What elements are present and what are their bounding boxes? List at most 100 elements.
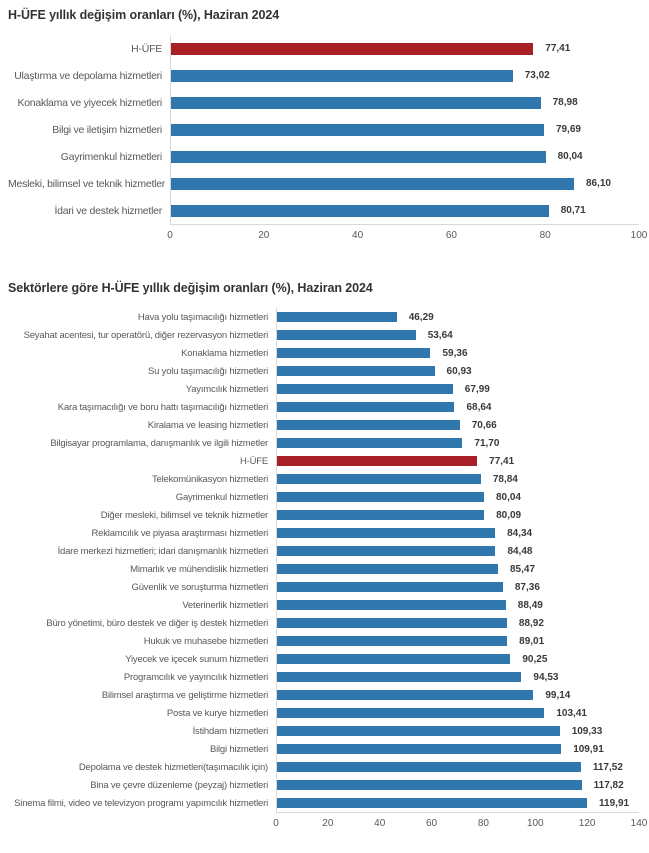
bar-row: Bilgi hizmetleri 109,91 <box>8 740 639 758</box>
value-label: 59,36 <box>442 347 468 359</box>
bar-track: 77,41 <box>276 452 639 470</box>
bar-row: Kiralama ve leasing hizmetleri 70,66 <box>8 416 639 434</box>
x-axis: 0 20 40 60 80 100 <box>167 224 647 247</box>
bar-track: 80,04 <box>276 488 639 506</box>
bar-track: 78,98 <box>170 89 639 116</box>
value-label: 70,66 <box>471 419 497 431</box>
bar-row: Sinema filmi, video ve televizyon progra… <box>8 794 639 812</box>
bar-highlight <box>277 456 478 466</box>
bar-track: 80,71 <box>170 197 639 224</box>
bar-highlight <box>171 42 534 55</box>
value-label: 46,29 <box>408 311 434 323</box>
category-label: Posta ve kurye hizmetleri <box>166 707 268 719</box>
bar <box>171 96 541 109</box>
value-label: 117,82 <box>593 779 624 791</box>
value-label: 80,04 <box>495 491 521 503</box>
value-label: 80,09 <box>496 509 522 521</box>
axis-tick-label: 20 <box>258 230 270 241</box>
bar-row: Ulaştırma ve depolama hizmetleri 73,02 <box>8 62 639 89</box>
category-label: Veterinerlik hizmetleri <box>182 599 268 611</box>
value-label: 53,64 <box>427 329 453 341</box>
category-label: Gayrimenkul hizmetleri <box>175 491 268 503</box>
value-label: 86,10 <box>585 178 611 189</box>
bar-track: 88,92 <box>276 614 639 632</box>
bar-track: 99,14 <box>276 686 639 704</box>
bar <box>277 510 485 520</box>
bar-row: İdari ve destek hizmetler 80,71 <box>8 197 639 224</box>
bar <box>277 708 545 718</box>
category-label: Mimarlık ve mühendislik hizmetleri <box>130 563 268 575</box>
bar-track: 71,70 <box>276 434 639 452</box>
bar-track: 85,47 <box>276 560 639 578</box>
bar-track: 46,29 <box>276 308 639 326</box>
category-label: Konaklama hizmetleri <box>181 347 268 359</box>
value-label: 85,47 <box>510 563 536 575</box>
bar-row: İstihdam hizmetleri 109,33 <box>8 722 639 740</box>
bar <box>171 150 546 163</box>
category-label: İstihdam hizmetleri <box>192 725 269 737</box>
bar <box>277 528 496 538</box>
value-label: 90,25 <box>522 653 548 665</box>
bar <box>277 600 506 610</box>
category-label: Programcılık ve yayıncılık hizmetleri <box>123 671 268 683</box>
bar-row: Bilimsel araştırma ve geliştirme hizmetl… <box>8 686 639 704</box>
value-label: 77,41 <box>489 455 515 467</box>
value-label: 67,99 <box>464 383 490 395</box>
bar-row: Depolama ve destek hizmetleri(taşımacılı… <box>8 758 639 776</box>
bar-row: İdare merkezi hizmetleri; idari danışman… <box>8 542 639 560</box>
value-label: 68,64 <box>466 401 492 413</box>
bar-row: Bina ve çevre düzenleme (peyzaj) hizmetl… <box>8 776 639 794</box>
bar <box>277 312 397 322</box>
bar-row: Büro yönetimi, büro destek ve diğer iş d… <box>8 614 639 632</box>
bar-track: 67,99 <box>276 380 639 398</box>
bar <box>277 762 581 772</box>
axis-tick-label: 40 <box>374 818 386 829</box>
category-label: Kara taşımacılığı ve boru hattı taşımacı… <box>57 401 268 413</box>
chart-hufe-sectors: Sektörlere göre H-ÜFE yıllık değişim ora… <box>0 273 649 835</box>
bar <box>277 654 511 664</box>
category-label: Bilgi hizmetleri <box>209 743 268 755</box>
bar-track: 119,91 <box>276 794 639 812</box>
bar-track: 86,10 <box>170 170 639 197</box>
category-label: Güvenlik ve soruşturma hizmetleri <box>131 581 269 593</box>
category-label: Bina ve çevre düzenleme (peyzaj) hizmetl… <box>90 779 268 791</box>
axis-tick-label: 60 <box>445 230 457 241</box>
bar-track: 109,91 <box>276 740 639 758</box>
bar <box>277 402 455 412</box>
bar-row: Programcılık ve yayıncılık hizmetleri 94,… <box>8 668 639 686</box>
bar-row: Kara taşımacılığı ve boru hattı taşımacı… <box>8 398 639 416</box>
bar <box>277 384 453 394</box>
value-label: 77,41 <box>545 43 571 54</box>
category-label: Yiyecek ve içecek sunum hizmetleri <box>125 653 268 665</box>
category-label: Hava yolu taşımacılığı hizmetleri <box>137 311 268 323</box>
bar-track: 89,01 <box>276 632 639 650</box>
bar <box>277 474 481 484</box>
bar <box>277 780 582 790</box>
axis-tick-label: 100 <box>526 818 544 829</box>
value-label: 109,33 <box>571 725 603 737</box>
bar <box>277 582 503 592</box>
bar-row: Hava yolu taşımacılığı hizmetleri 46,29 <box>8 308 639 326</box>
bar-row: Gayrimenkul hizmetleri 80,04 <box>8 143 639 170</box>
bar-row: Güvenlik ve soruşturma hizmetleri 87,36 <box>8 578 639 596</box>
bar-track: 73,02 <box>170 62 639 89</box>
bar-track: 84,48 <box>276 542 639 560</box>
chart-rows: H-ÜFE 77,41 Ulaştırma ve depolama hizmetle… <box>8 35 639 224</box>
bar <box>277 348 431 358</box>
bar-track: 70,66 <box>276 416 639 434</box>
bar-row: Veterinerlik hizmetleri 88,49 <box>8 596 639 614</box>
bar-track: 87,36 <box>276 578 639 596</box>
value-label: 89,01 <box>519 635 545 647</box>
category-label: Reklamcılık ve piyasa araştırması hizmet… <box>91 527 268 539</box>
axis-tick-label: 0 <box>167 230 173 241</box>
bar-track: 60,93 <box>276 362 639 380</box>
value-label: 119,91 <box>599 797 630 809</box>
value-label: 109,91 <box>573 743 604 755</box>
bar <box>277 546 496 556</box>
bar-row: Hukuk ve muhasebe hizmetleri 89,01 <box>8 632 639 650</box>
chart-title: H-ÜFE yıllık değişim oranları (%), Hazir… <box>8 8 280 22</box>
bar <box>277 366 435 376</box>
value-label: 73,02 <box>524 70 550 81</box>
bar-track: 90,25 <box>276 650 639 668</box>
bar <box>277 636 508 646</box>
